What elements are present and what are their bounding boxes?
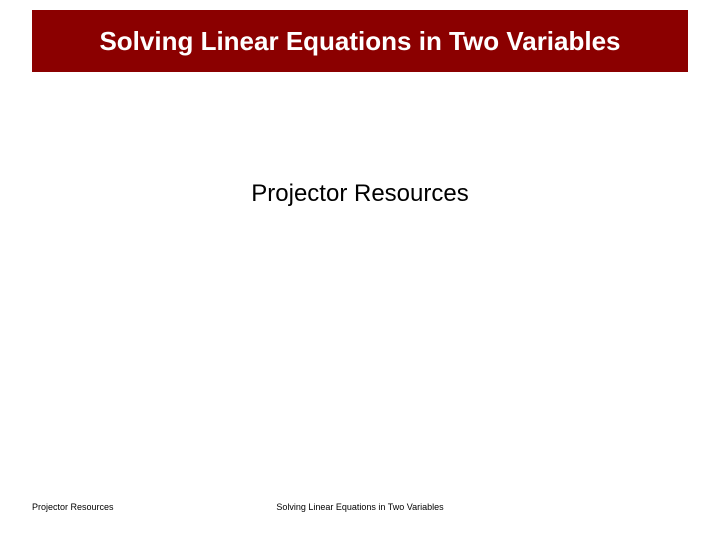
slide-title: Solving Linear Equations in Two Variable…	[99, 26, 620, 57]
slide-subtitle: Projector Resources	[0, 180, 720, 208]
title-bar: Solving Linear Equations in Two Variable…	[32, 10, 688, 72]
footer-center: Solving Linear Equations in Two Variable…	[0, 502, 720, 512]
